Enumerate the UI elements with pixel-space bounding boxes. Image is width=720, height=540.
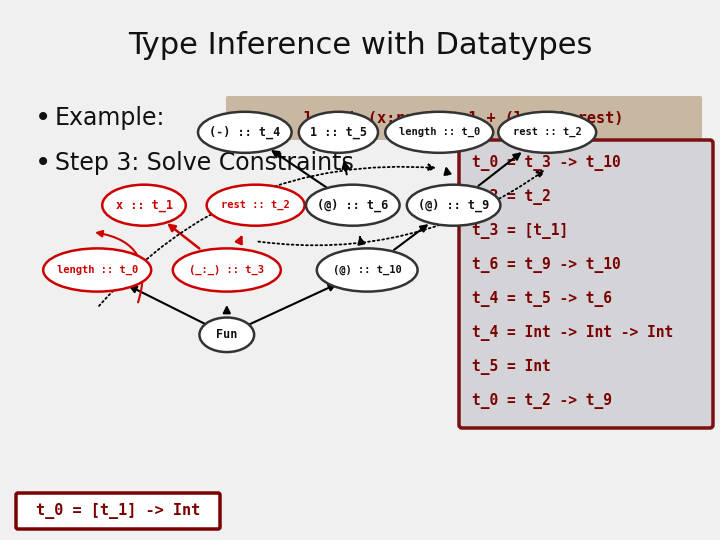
Ellipse shape [317, 248, 418, 292]
Ellipse shape [385, 112, 493, 153]
Text: x :: t_1: x :: t_1 [115, 199, 173, 212]
Text: •: • [35, 149, 51, 177]
Ellipse shape [407, 185, 500, 226]
Text: t_0 = [t_1] -> Int: t_0 = [t_1] -> Int [36, 503, 200, 519]
Ellipse shape [173, 248, 281, 292]
Text: t_4 = t_5 -> t_6: t_4 = t_5 -> t_6 [472, 291, 612, 307]
Text: t_4 = Int -> Int -> Int: t_4 = Int -> Int -> Int [472, 325, 673, 341]
Text: rest :: t_2: rest :: t_2 [221, 200, 290, 210]
FancyBboxPatch shape [459, 140, 713, 428]
Text: t_0 = t_2 -> t_9: t_0 = t_2 -> t_9 [472, 393, 612, 409]
Text: t_6 = t_9 -> t_10: t_6 = t_9 -> t_10 [472, 257, 621, 273]
Text: rest :: t_2: rest :: t_2 [513, 127, 582, 137]
Ellipse shape [102, 185, 186, 226]
Ellipse shape [198, 112, 292, 153]
Text: t_3 = [t_1]: t_3 = [t_1] [472, 223, 568, 239]
Text: 1 :: t_5: 1 :: t_5 [310, 126, 367, 139]
Text: (@) :: t_9: (@) :: t_9 [418, 199, 489, 212]
Text: t_3 = t_2: t_3 = t_2 [472, 189, 551, 205]
Text: (@) :: t_10: (@) :: t_10 [333, 265, 402, 275]
Text: (@) :: t_6: (@) :: t_6 [318, 199, 388, 212]
Text: length (x:rest) = 1 + (length rest): length (x:rest) = 1 + (length rest) [305, 111, 624, 125]
Text: t_5 = Int: t_5 = Int [472, 359, 551, 375]
Text: length :: t_0: length :: t_0 [399, 127, 480, 137]
Ellipse shape [306, 185, 400, 226]
Ellipse shape [498, 112, 596, 153]
Ellipse shape [199, 318, 254, 352]
FancyBboxPatch shape [16, 493, 220, 529]
Text: Fun: Fun [216, 328, 238, 341]
Ellipse shape [207, 185, 305, 226]
Text: •: • [35, 104, 51, 132]
FancyBboxPatch shape [226, 96, 702, 140]
Text: Step 3: Solve Constraints: Step 3: Solve Constraints [55, 151, 354, 175]
Ellipse shape [299, 112, 378, 153]
Text: Type Inference with Datatypes: Type Inference with Datatypes [128, 30, 592, 59]
Text: (_:_) :: t_3: (_:_) :: t_3 [189, 265, 264, 275]
Text: (-) :: t_4: (-) :: t_4 [210, 126, 280, 139]
Text: length :: t_0: length :: t_0 [57, 265, 138, 275]
Text: Example:: Example: [55, 106, 166, 130]
Ellipse shape [43, 248, 151, 292]
Text: t_0 = t_3 -> t_10: t_0 = t_3 -> t_10 [472, 155, 621, 171]
